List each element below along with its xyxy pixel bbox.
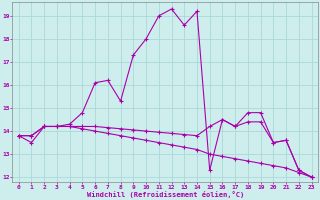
X-axis label: Windchill (Refroidissement éolien,°C): Windchill (Refroidissement éolien,°C): [86, 191, 244, 198]
